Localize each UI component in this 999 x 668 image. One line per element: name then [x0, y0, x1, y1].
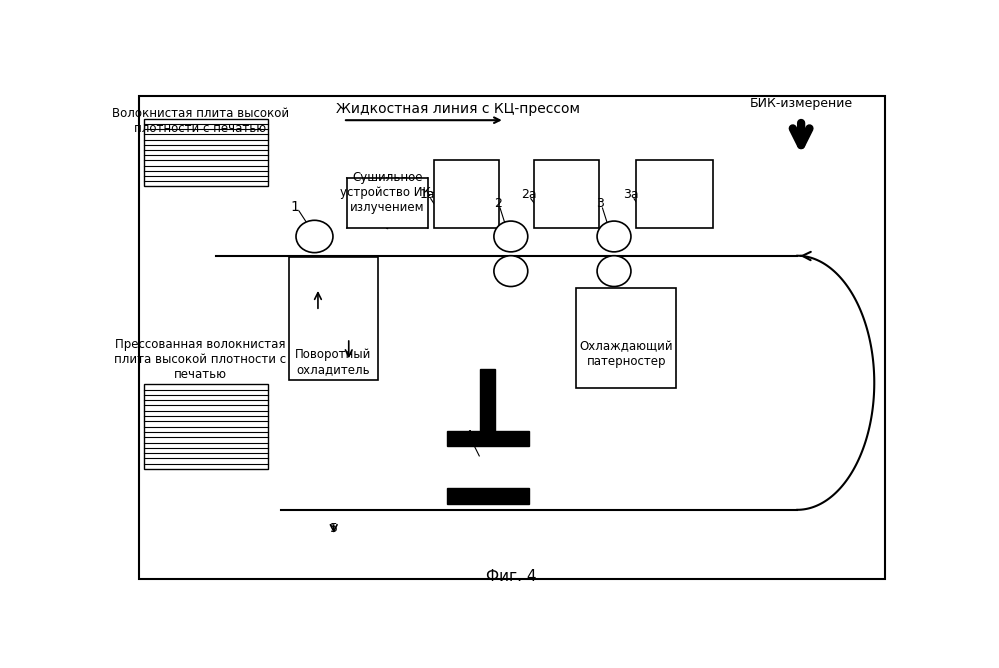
Text: 1: 1 [291, 200, 300, 214]
Ellipse shape [597, 256, 631, 287]
Text: Жидкостная линия с КЦ-прессом: Жидкостная линия с КЦ-прессом [337, 102, 580, 116]
Bar [481, 369, 496, 438]
Bar [447, 430, 528, 446]
Text: 3а: 3а [623, 188, 638, 200]
Bar [144, 384, 268, 469]
Text: Охлаждающий
патерностер: Охлаждающий патерностер [579, 341, 673, 369]
Text: Фиг. 4: Фиг. 4 [487, 569, 536, 584]
Ellipse shape [296, 220, 333, 253]
Text: Прессованная волокнистая
плита высокой плотности с
печатью: Прессованная волокнистая плита высокой п… [115, 338, 287, 381]
Ellipse shape [494, 221, 527, 252]
Bar [144, 119, 268, 186]
Text: Поворотный
охладитель: Поворотный охладитель [295, 348, 372, 376]
Text: 3: 3 [596, 197, 604, 210]
Bar [347, 178, 428, 228]
Ellipse shape [597, 221, 631, 252]
Bar [533, 160, 599, 228]
Text: 1а: 1а [420, 188, 436, 200]
Text: 2а: 2а [520, 188, 536, 200]
Bar [576, 288, 676, 388]
Text: Сушильное
устройство ИК-
излучением: Сушильное устройство ИК- излучением [340, 171, 436, 214]
Bar [635, 160, 712, 228]
Ellipse shape [296, 258, 333, 291]
Text: 2: 2 [494, 197, 501, 210]
Bar [434, 160, 500, 228]
Text: БИК-измерение: БИК-измерение [749, 97, 853, 110]
Bar [447, 488, 528, 504]
Ellipse shape [494, 256, 527, 287]
Text: 4: 4 [465, 430, 473, 442]
Text: 5: 5 [330, 522, 338, 535]
Text: Волокнистая плита высокой
плотности с печатью: Волокнистая плита высокой плотности с пе… [112, 107, 289, 135]
Bar [289, 257, 378, 381]
